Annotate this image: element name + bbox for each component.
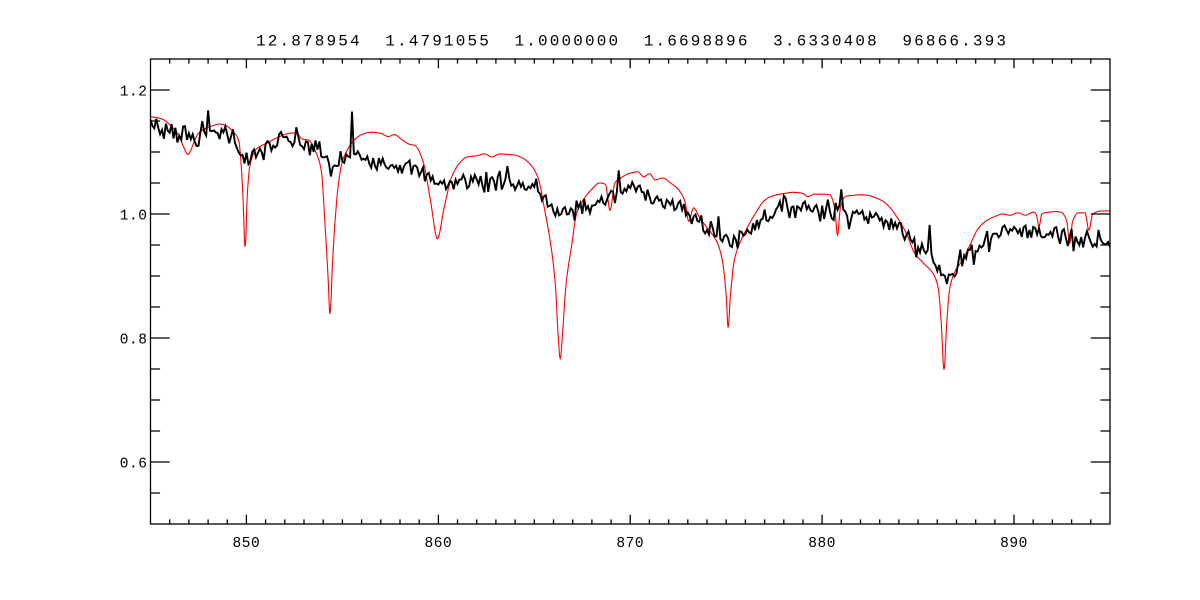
svg-text:860: 860 [425, 536, 453, 552]
svg-text:890: 890 [1000, 536, 1028, 552]
svg-text:1.0: 1.0 [120, 209, 148, 225]
svg-text:1.2: 1.2 [120, 85, 148, 101]
svg-text:850: 850 [233, 536, 261, 552]
svg-text:0.8: 0.8 [120, 333, 148, 349]
svg-text:12.878954 1.4791055 1.000000: 12.878954 1.4791055 1.0000000 1.6698896 … [256, 33, 1008, 51]
svg-text:880: 880 [808, 536, 836, 552]
svg-text:870: 870 [616, 536, 644, 552]
svg-text:0.6: 0.6 [120, 457, 148, 473]
